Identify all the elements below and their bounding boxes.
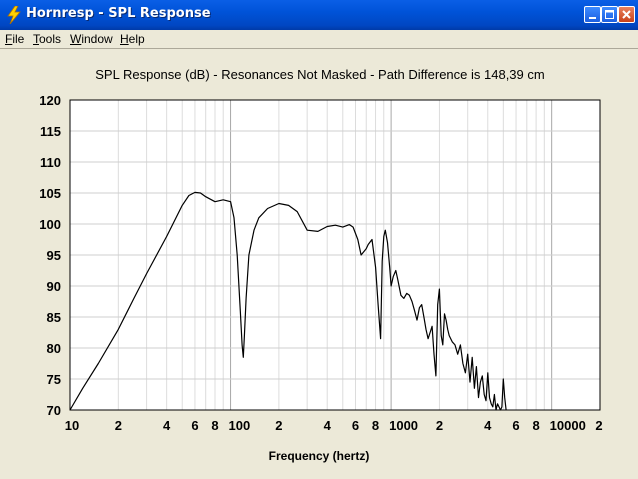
x-tick-label: 4	[324, 418, 332, 433]
menu-file-mnemonic: F	[5, 32, 13, 46]
menu-help[interactable]: Help	[120, 32, 145, 46]
x-tick-label: 2	[436, 418, 443, 433]
y-tick-label: 80	[47, 341, 61, 356]
menu-tools-mnemonic: T	[33, 32, 39, 46]
close-button[interactable]	[618, 6, 635, 23]
x-tick-label: 2	[275, 418, 282, 433]
x-tick-label: 10000	[550, 418, 586, 433]
x-tick-label: 100	[229, 418, 251, 433]
spl-response-chart: SPL Response (dB) - Resonances Not Maske…	[39, 67, 602, 463]
y-tick-label: 105	[39, 186, 61, 201]
x-tick-label: 2	[595, 418, 602, 433]
x-tick-label: 8	[211, 418, 218, 433]
y-tick-label: 70	[47, 403, 61, 418]
title-bar[interactable]: Hornresp - SPL Response	[0, 0, 638, 30]
chart-title: SPL Response (dB) - Resonances Not Maske…	[95, 67, 544, 82]
y-tick-label: 110	[40, 155, 61, 170]
y-tick-label: 75	[47, 372, 61, 387]
plot-frame	[69, 99, 601, 411]
spl-curve	[69, 191, 507, 411]
menu-window-label: indow	[81, 32, 113, 46]
x-tick-label: 8	[532, 418, 539, 433]
x-tick-label: 8	[372, 418, 379, 433]
y-tick-label: 90	[47, 279, 61, 294]
x-tick-label: 4	[163, 418, 171, 433]
y-tick-label: 95	[47, 248, 61, 263]
x-tick-label: 6	[191, 418, 198, 433]
x-tick-label: 2	[115, 418, 122, 433]
maximize-icon	[605, 10, 614, 19]
x-tick-label: 6	[512, 418, 519, 433]
minimize-button[interactable]	[584, 6, 601, 23]
menu-separator	[0, 48, 638, 49]
y-tick-label: 85	[47, 310, 61, 325]
maximize-button[interactable]	[601, 6, 618, 23]
y-tick-label: 120	[39, 93, 61, 108]
x-tick-label: 6	[352, 418, 359, 433]
x-tick-label: 4	[484, 418, 492, 433]
close-icon	[622, 10, 631, 19]
y-tick-label: 115	[40, 124, 61, 139]
menu-tools-label: ools	[39, 32, 62, 46]
menu-bar: File Tools Window Help	[0, 30, 638, 48]
x-tick-label: 10	[65, 418, 79, 433]
menu-window[interactable]: Window	[70, 32, 113, 46]
menu-help-mnemonic: H	[120, 32, 129, 46]
y-tick-label: 100	[39, 217, 61, 232]
minimize-icon	[589, 17, 596, 19]
x-tick-label: 1000	[389, 418, 418, 433]
menu-help-label: elp	[128, 32, 145, 46]
x-axis-label: Frequency (hertz)	[269, 449, 370, 463]
menu-tools[interactable]: Tools	[33, 32, 61, 46]
menu-window-mnemonic: W	[70, 32, 82, 46]
window-title: Hornresp - SPL Response	[26, 6, 211, 21]
menu-file[interactable]: File	[5, 32, 24, 46]
menu-file-label: ile	[12, 32, 25, 46]
lightning-icon	[7, 6, 21, 24]
